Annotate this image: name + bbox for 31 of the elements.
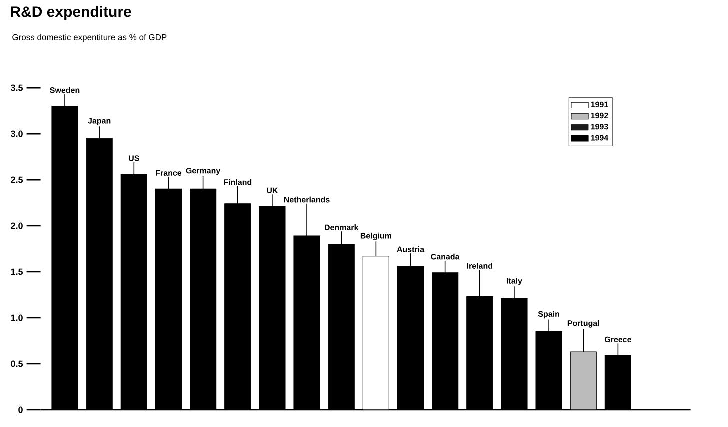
y-tick-label: 0.5 — [11, 360, 24, 368]
x-tick-label: Finland — [224, 179, 252, 186]
legend-label: 1993 — [591, 124, 608, 130]
x-tick-label: Greece — [604, 336, 632, 343]
x-tick-label: Denmark — [325, 224, 359, 230]
x-tick-label: Spain — [538, 311, 560, 319]
y-tick-label: 3.0 — [10, 130, 23, 138]
x-tick-label: UK — [267, 188, 278, 194]
x-tick-label: Canada — [431, 254, 460, 260]
x-tick-label: France — [156, 170, 182, 176]
chart-subtitle: Gross domestic expentiture as % of GDP — [12, 34, 167, 42]
x-tick-label: Italy — [507, 278, 522, 286]
y-tick-label: 0 — [18, 406, 23, 414]
y-tick-label: 2.0 — [11, 222, 23, 230]
x-tick-label: Japan — [88, 118, 111, 126]
x-tick-label: Ireland — [467, 263, 492, 269]
x-tick-label: Belgium — [360, 232, 392, 240]
legend-label: 1994 — [591, 135, 609, 141]
x-tick-label: US — [129, 156, 140, 162]
y-tick-label: 1.0 — [11, 314, 23, 322]
legend-label: 1992 — [591, 112, 608, 119]
x-tick-label: Portugal — [568, 320, 600, 328]
x-tick-label: Sweden — [50, 87, 80, 94]
y-tick-label: 2.5 — [11, 176, 24, 184]
x-tick-label: Austria — [397, 246, 425, 252]
legend-label: 1991 — [591, 102, 608, 108]
x-tick-label: Germany — [186, 168, 221, 176]
chart-title: R&D expenditure — [11, 6, 132, 20]
x-tick-label: Netherlands — [284, 196, 330, 203]
y-tick-label: 1.5 — [11, 268, 24, 276]
y-tick-label: 3.5 — [10, 84, 24, 92]
